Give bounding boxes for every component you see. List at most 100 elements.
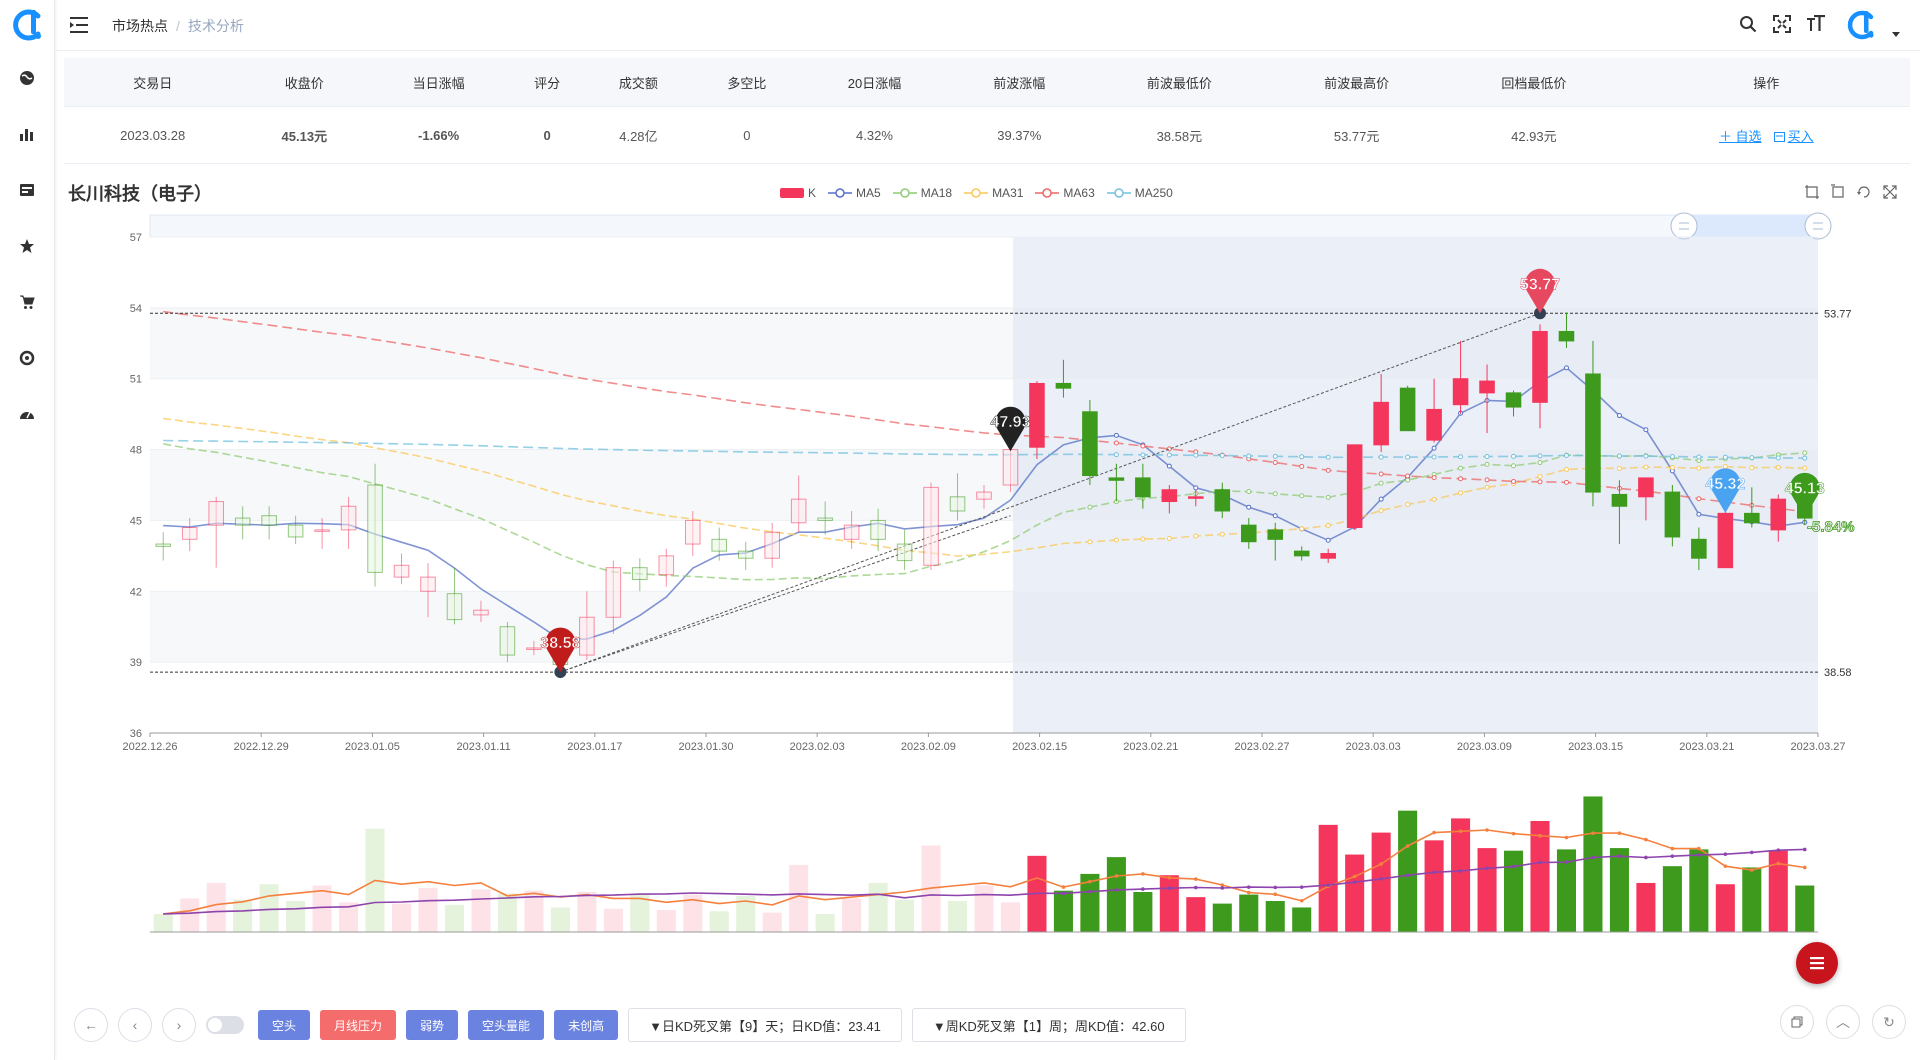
volume-bar[interactable] [1345,854,1365,932]
price-pin-marker[interactable]: 45.32 [1705,468,1746,513]
volume-bar[interactable] [1689,849,1709,932]
volume-bar[interactable] [1503,850,1524,932]
volume-bar[interactable] [1106,857,1126,932]
volume-bar[interactable] [1451,818,1471,932]
candle[interactable] [1611,493,1628,507]
next-button[interactable]: › [162,1008,196,1042]
legend-item-k[interactable]: K [780,186,816,200]
legend-item-ma31[interactable]: MA31 [964,186,1023,200]
zoom-slider-window[interactable] [1684,215,1818,237]
user-avatar[interactable] [1844,8,1878,42]
candle[interactable] [737,550,754,559]
target-icon[interactable] [17,348,37,368]
volume-bar[interactable] [1583,796,1603,932]
status-tag[interactable]: 月线压力 [320,1010,397,1040]
volume-bar[interactable] [524,890,544,932]
volume-bar[interactable] [895,899,915,932]
candle[interactable] [1770,498,1787,531]
candle[interactable] [896,543,913,562]
volume-bar[interactable] [497,893,517,932]
price-pin-marker[interactable]: 38.58 [540,627,581,673]
globe-icon[interactable] [17,68,37,88]
volume-bar[interactable] [1530,820,1550,932]
candle[interactable] [1346,444,1363,529]
buy-link[interactable]: 买入 [1773,129,1814,144]
dashboard-icon[interactable] [17,404,37,424]
candle[interactable] [1240,524,1257,543]
candle[interactable] [1505,392,1522,408]
zoom-slider-track[interactable] [149,214,1819,238]
candle[interactable] [1744,512,1760,524]
candle[interactable] [473,609,489,616]
back-button[interactable]: ← [74,1008,108,1042]
copy-button[interactable] [1780,1005,1814,1039]
candle[interactable] [1029,382,1045,448]
volume-bar[interactable] [180,898,200,932]
volume-bar[interactable] [1186,897,1206,932]
volume-bar[interactable] [815,913,835,932]
volume-bar[interactable] [206,882,226,932]
candle[interactable] [579,616,595,656]
candle[interactable] [1585,373,1601,493]
candle[interactable] [1188,496,1204,499]
volume-bar[interactable] [1398,810,1418,932]
volume-bar[interactable] [339,902,359,932]
volume-bar[interactable] [1662,866,1682,932]
restore-icon[interactable] [1856,184,1872,200]
candle[interactable] [1426,408,1442,441]
volume-bar[interactable] [656,910,676,932]
candle[interactable] [420,576,436,592]
volume-bar[interactable] [233,899,253,932]
toggle-switch[interactable] [206,1016,244,1034]
candle[interactable] [1664,491,1681,538]
zoom-reset-icon[interactable] [1830,184,1846,200]
volume-bar[interactable] [1212,903,1232,932]
volume-bar[interactable] [577,891,597,932]
breadcrumb-home[interactable]: 市场热点 [112,18,168,34]
volume-bar[interactable] [1239,894,1259,932]
volume-bar[interactable] [709,911,729,932]
volume-bar[interactable] [1000,902,1021,932]
volume-bar[interactable] [1133,891,1153,932]
menu-fab-button[interactable] [1796,942,1838,984]
caret-down-icon[interactable] [1892,32,1900,38]
candle[interactable] [155,543,172,547]
candle[interactable] [1691,538,1707,559]
candle[interactable] [684,519,701,545]
candle[interactable] [1214,489,1231,512]
volume-bar[interactable] [603,908,623,932]
volume-bar[interactable] [1742,867,1762,932]
scroll-top-button[interactable]: ︿ [1826,1005,1860,1039]
candle[interactable] [314,529,330,532]
font-size-icon[interactable] [1804,12,1828,36]
volume-bar[interactable] [1159,875,1179,932]
candle[interactable] [1638,477,1654,498]
zoom-slider-handle[interactable] [1804,212,1832,240]
candle[interactable] [1055,382,1072,389]
candle[interactable] [234,517,251,526]
candle[interactable] [658,555,675,576]
volume-bar[interactable] [1768,850,1788,932]
candle[interactable] [1452,378,1469,406]
candle[interactable] [632,567,648,580]
candle[interactable] [181,527,198,540]
candle[interactable] [393,564,410,578]
candle[interactable] [1558,330,1575,342]
candle[interactable] [261,515,277,526]
candle[interactable] [526,647,542,650]
candle[interactable] [711,538,728,552]
volume-bar[interactable] [471,889,491,932]
prev-button[interactable]: ‹ [118,1008,152,1042]
volume-bar[interactable] [1636,882,1656,932]
price-pin-marker[interactable]: 45.13 [1784,472,1825,518]
candle[interactable] [287,524,304,538]
bar-chart-icon[interactable] [17,124,37,144]
volume-bar[interactable] [1609,848,1629,932]
volume-bar[interactable] [391,903,412,932]
search-icon[interactable] [1736,12,1760,36]
news-icon[interactable] [17,180,37,200]
candle[interactable] [1373,401,1389,446]
volume-bar[interactable] [842,898,862,932]
volume-bar[interactable] [1715,884,1735,932]
